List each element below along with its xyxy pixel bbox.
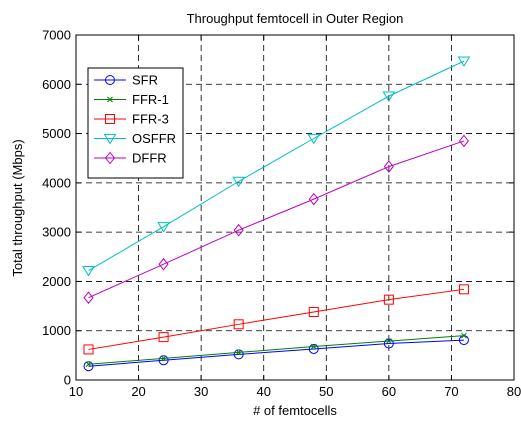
legend-label: DFFR	[132, 151, 167, 166]
y-tick-label: 0	[64, 373, 71, 388]
legend-entry-sfr: SFR	[94, 73, 158, 88]
x-tick-label: 50	[319, 384, 333, 399]
legend-entry-ffr-3: FFR-3	[94, 112, 169, 127]
data-point-osffr	[82, 265, 95, 277]
series-sfr	[83, 335, 469, 372]
marker-stroke	[160, 355, 167, 362]
marker-stroke	[461, 332, 467, 339]
chart-title: Throughput femtocell in Outer Region	[187, 11, 404, 26]
x-tick-label: 70	[444, 384, 458, 399]
legend-label: FFR-3	[132, 112, 169, 127]
legend-marker	[105, 114, 115, 124]
y-axis-label: Total throughput (Mbps)	[10, 139, 25, 276]
data-point-osffr	[307, 133, 321, 145]
data-point-sfr	[383, 338, 394, 349]
data-point-ffr-1	[235, 349, 242, 356]
legend-box	[87, 67, 184, 179]
series-osffr	[82, 56, 471, 277]
data-point-osffr	[457, 56, 471, 68]
marker-stroke	[85, 361, 92, 368]
data-point-ffr-3	[158, 332, 169, 343]
x-axis-label: # of femtocells	[253, 403, 337, 418]
data-point-osffr	[157, 222, 170, 233]
legend-label: SFR	[132, 73, 158, 88]
legend-entry-ffr-1: FFR-1	[94, 92, 169, 107]
data-point-ffr-3	[83, 344, 94, 355]
marker-stroke	[386, 338, 392, 344]
x-tick-label: 10	[69, 384, 83, 399]
marker-stroke	[235, 349, 242, 356]
data-point-ffr-3	[233, 319, 244, 330]
series-line-ffr-3	[88, 288, 465, 350]
marker-stroke	[310, 343, 317, 350]
data-point-ffr-1	[386, 338, 392, 344]
data-point-osffr	[382, 91, 396, 103]
data-point-ffr-1	[461, 332, 467, 339]
data-point-sfr	[158, 355, 169, 366]
data-point-dffr	[458, 134, 469, 148]
data-point-sfr	[83, 361, 94, 372]
data-point-ffr-1	[85, 361, 92, 368]
data-point-dffr	[158, 257, 169, 271]
legend-entry-osffr: OSFFR	[94, 131, 176, 146]
legend-marker	[103, 133, 117, 145]
x-tick-label: 30	[194, 384, 208, 399]
data-point-ffr-3	[308, 306, 319, 317]
data-point-osffr	[232, 176, 246, 188]
data-point-dffr	[83, 291, 94, 304]
legend-marker	[105, 75, 115, 85]
series-ffr-1	[85, 332, 467, 368]
series-line-ffr-1	[88, 335, 464, 365]
data-point-sfr	[308, 343, 319, 354]
data-point-ffr-1	[160, 355, 167, 362]
legend-label: OSFFR	[132, 131, 176, 146]
y-tick-label: 2000	[42, 274, 71, 289]
data-point-ffr-3	[383, 294, 394, 305]
plot-frame	[75, 34, 515, 381]
data-point-ffr-1	[310, 343, 317, 350]
data-point-dffr	[383, 160, 394, 173]
legend-marker	[107, 96, 113, 103]
series-line-osffr	[88, 60, 465, 272]
x-tick-label: 60	[382, 384, 396, 399]
data-point-ffr-3	[458, 284, 469, 295]
data-point-dffr	[233, 223, 244, 237]
y-tick-label: 3000	[42, 225, 71, 240]
marker-stroke	[107, 96, 113, 103]
legend-label: FFR-1	[132, 92, 169, 107]
legend: SFR FFR-1 FFR-3 OSFFR DFFR	[87, 67, 184, 179]
axes: 10 20 30 40 50 60 70 80 0 1000 2000 3000 4000 5000 600…	[42, 28, 521, 400]
y-tick-label: 1000	[42, 323, 71, 338]
series-ffr-3	[83, 284, 469, 355]
legend-entry-dffr: DFFR	[94, 151, 167, 166]
data-point-sfr	[233, 349, 244, 360]
y-tick-label: 5000	[42, 126, 71, 141]
legend-marker	[104, 151, 116, 165]
series-dffr	[83, 134, 469, 304]
series-line-dffr	[88, 140, 465, 299]
x-tick-label: 40	[256, 384, 270, 399]
series-line-sfr	[88, 339, 464, 367]
x-tick-label: 20	[131, 384, 145, 399]
series-layer	[82, 56, 471, 372]
data-point-dffr	[308, 192, 319, 206]
y-tick-label: 6000	[42, 77, 71, 92]
y-tick-label: 7000	[42, 28, 71, 43]
y-tick-label: 4000	[42, 175, 71, 190]
x-tick-label: 80	[507, 384, 521, 399]
